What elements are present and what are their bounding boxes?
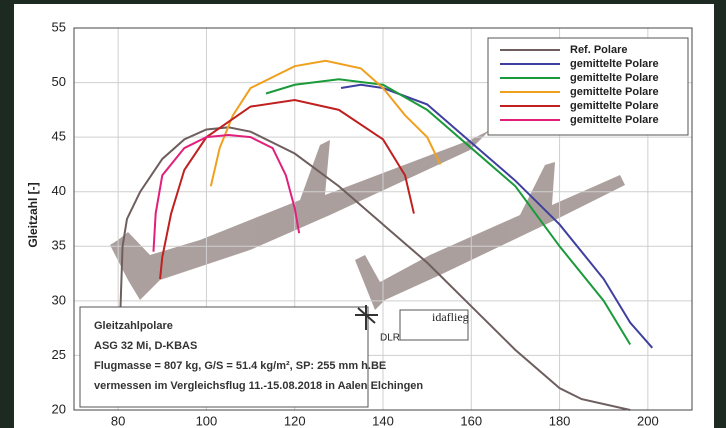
series-line [265, 78, 632, 346]
x-tick-label: 160 [460, 413, 482, 428]
x-tick-label: 80 [111, 413, 125, 428]
series-line [159, 99, 415, 280]
x-tick-label: 120 [284, 413, 306, 428]
legend-label: gemittelte Polare [570, 58, 659, 70]
idaflieg-logo [399, 309, 469, 341]
info-line: Flugmasse = 807 kg, G/S = 51.4 kg/m², SP… [94, 360, 386, 372]
legend-label: gemittelte Polare [570, 86, 659, 98]
series-line [152, 133, 301, 252]
plot-frame [73, 27, 693, 411]
glider-silhouettes [110, 130, 625, 310]
y-tick-label: 25 [52, 347, 66, 362]
series-line [209, 59, 442, 187]
legend-label: gemittelte Polare [570, 100, 659, 112]
y-tick-label: 40 [52, 183, 66, 198]
series-line [340, 83, 654, 349]
y-tick-label: 35 [52, 238, 66, 253]
idaflieg-logo-text: idaflieg [432, 310, 469, 324]
info-line: vermessen im Vergleichsflug 11.-15.08.20… [94, 380, 423, 392]
y-tick-label: 55 [52, 19, 66, 34]
y-tick-label: 20 [52, 401, 66, 416]
x-tick-label: 180 [549, 413, 571, 428]
y-tick-label: 50 [52, 74, 66, 89]
y-axis-label: Gleitzahl [-] [26, 182, 40, 247]
legend-label: gemittelte Polare [570, 72, 659, 84]
legend-box [487, 37, 689, 136]
dlr-logo-text: DLR [380, 333, 400, 344]
x-tick-label: 140 [372, 413, 394, 428]
y-tick-label: 30 [52, 292, 66, 307]
info-box [79, 306, 369, 408]
x-tick-label: 100 [196, 413, 218, 428]
x-tick-label: 200 [637, 413, 659, 428]
dlr-logo [355, 305, 378, 330]
series-line [119, 126, 631, 411]
info-line: ASG 32 Mi, D-KBAS [94, 340, 197, 352]
legend-label: gemittelte Polare [570, 114, 659, 126]
y-tick-label: 45 [52, 129, 66, 144]
info-line: Gleitzahlpolare [94, 320, 173, 332]
legend-label: Ref. Polare [570, 44, 627, 56]
